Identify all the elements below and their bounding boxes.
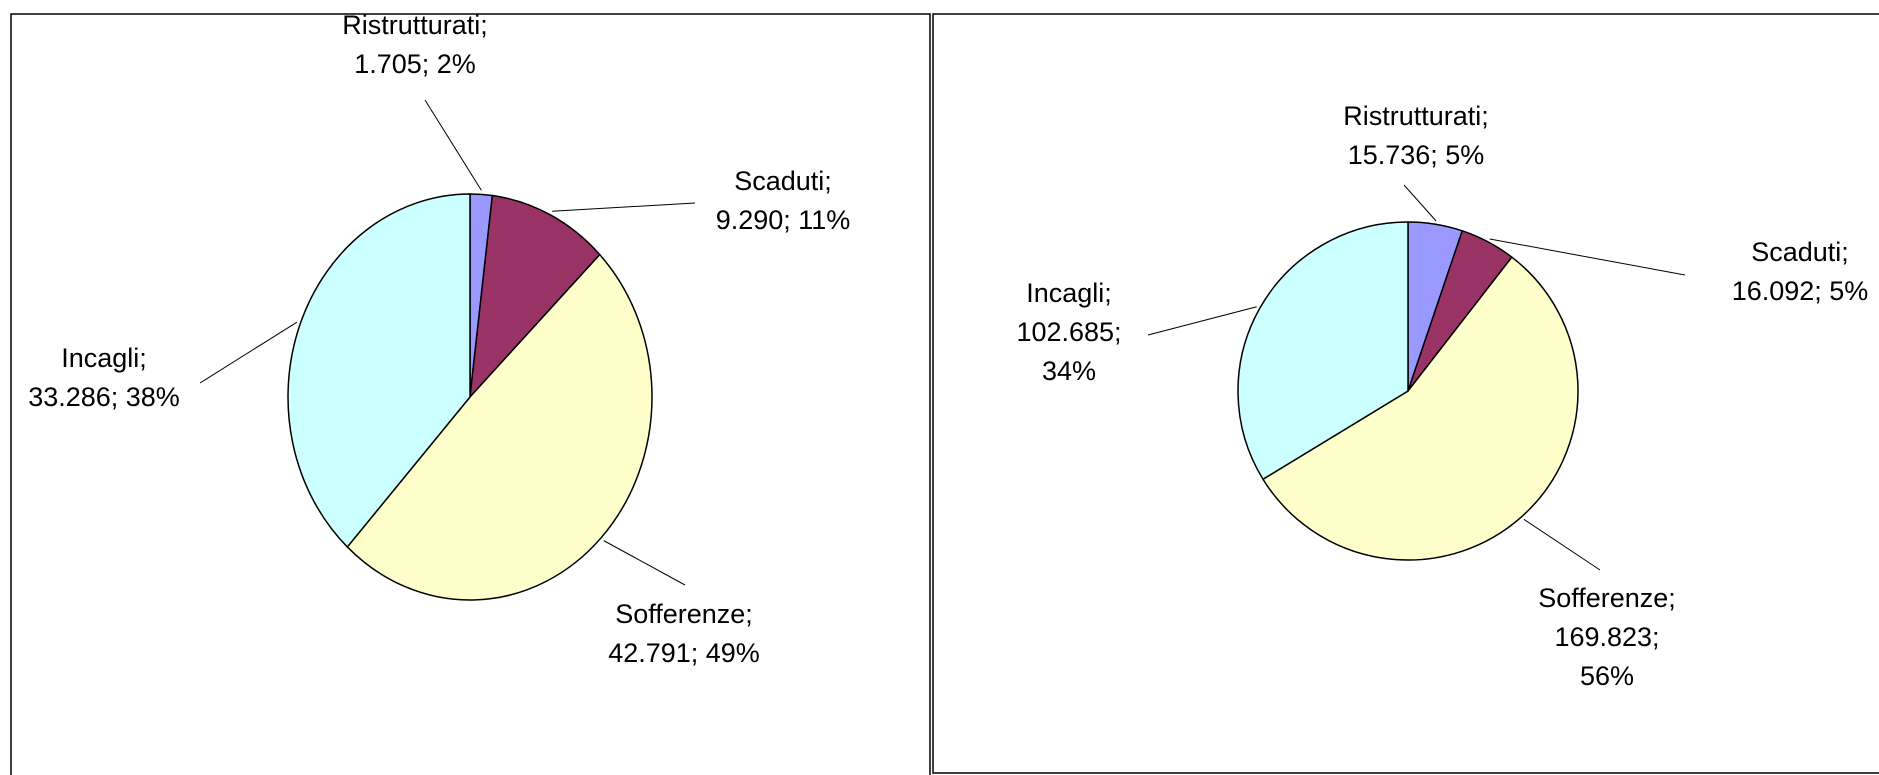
data-label: Incagli; 33.286; 38%: [28, 343, 180, 412]
leader-line: [1489, 238, 1686, 276]
data-label: Scaduti; 16.092; 5%: [1732, 237, 1869, 306]
pie-slice: [346, 253, 653, 601]
leader-line: [552, 202, 696, 212]
pie-slice: [1261, 256, 1579, 561]
category-label: Scaduti;: [734, 166, 832, 196]
data-label: Ristrutturati; 1.705; 2%: [342, 10, 488, 79]
pie-slice: [287, 193, 471, 549]
data-label: Sofferenze; 42.791; 49%: [608, 599, 760, 668]
category-label: Incagli;: [61, 343, 147, 373]
value-label: 33.286; 38%: [28, 382, 180, 412]
leader-line: [1403, 184, 1437, 222]
data-label: Ristrutturati; 15.736; 5%: [1343, 101, 1489, 170]
value-label: 34%: [1042, 356, 1096, 386]
value-label: 1.705; 2%: [354, 49, 476, 79]
pie-slice: [1237, 221, 1409, 481]
value-label: 169.823;: [1554, 622, 1659, 652]
value-label: 15.736; 5%: [1348, 140, 1485, 170]
leader-line: [424, 99, 482, 191]
pie-slice: [469, 194, 601, 400]
leader-line: [603, 540, 686, 586]
data-label: Sofferenze; 169.823; 56%: [1538, 583, 1676, 691]
category-label: Incagli;: [1026, 278, 1112, 308]
value-label: 16.092; 5%: [1732, 276, 1869, 306]
category-label: Scaduti;: [1751, 237, 1849, 267]
leader-line: [1523, 518, 1601, 571]
category-label: Ristrutturati;: [342, 10, 488, 40]
category-label: Sofferenze;: [1538, 583, 1676, 613]
value-label: 42.791; 49%: [608, 638, 760, 668]
data-label: Scaduti; 9.290; 11%: [716, 166, 851, 235]
leader-line: [199, 321, 298, 384]
category-label: Sofferenze;: [615, 599, 753, 629]
category-label: Ristrutturati;: [1343, 101, 1489, 131]
value-label: 56%: [1580, 661, 1634, 691]
leader-line: [1147, 306, 1257, 336]
data-label: Incagli; 102.685; 34%: [1016, 278, 1121, 386]
value-label: 102.685;: [1016, 317, 1121, 347]
value-label: 9.290; 11%: [716, 205, 851, 235]
